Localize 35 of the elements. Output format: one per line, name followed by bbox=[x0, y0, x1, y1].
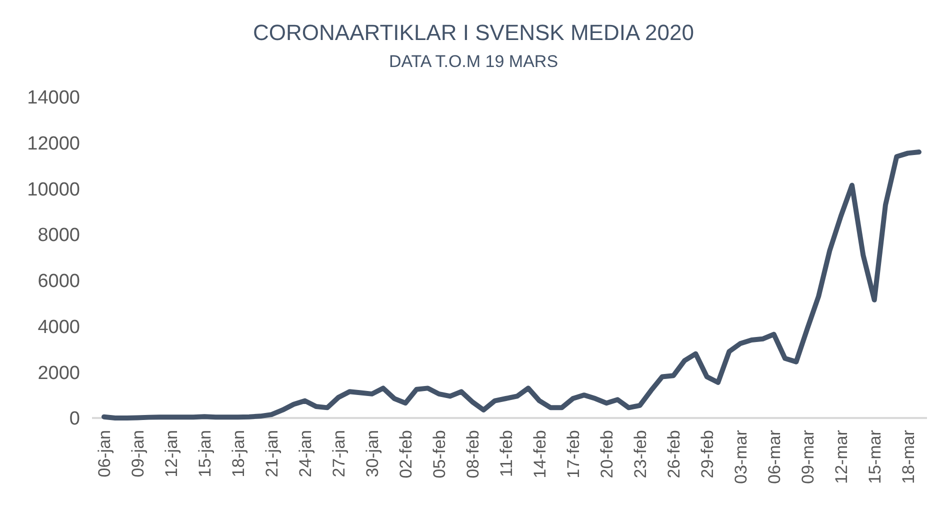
x-tick-label: 06-mar bbox=[764, 430, 784, 484]
y-tick-label: 4000 bbox=[38, 316, 80, 338]
y-tick-label: 0 bbox=[69, 408, 80, 430]
x-tick-label: 18-mar bbox=[898, 430, 918, 484]
x-tick-label: 24-jan bbox=[296, 430, 315, 478]
x-tick-label: 02-feb bbox=[396, 430, 416, 478]
x-tick-label: 06-jan bbox=[95, 430, 114, 478]
x-tick-label: 15-mar bbox=[865, 430, 884, 484]
x-tick-label: 20-feb bbox=[597, 430, 616, 478]
x-tick-label: 15-jan bbox=[195, 430, 214, 478]
y-tick-label: 8000 bbox=[38, 225, 80, 246]
x-tick-label: 23-feb bbox=[630, 430, 650, 478]
y-tick-label: 6000 bbox=[38, 271, 80, 292]
chart-title: CORONAARTIKLAR I SVENSK MEDIA 2020 bbox=[253, 20, 694, 45]
y-tick-label: 2000 bbox=[38, 362, 80, 384]
x-tick-label: 12-mar bbox=[832, 430, 851, 484]
x-tick-label: 12-jan bbox=[162, 430, 181, 478]
x-tick-label: 05-feb bbox=[430, 430, 449, 478]
y-tick-label: 10000 bbox=[27, 179, 80, 200]
x-tick-label: 03-mar bbox=[731, 430, 750, 484]
x-tick-label: 18-jan bbox=[228, 430, 248, 478]
x-tick-label: 14-feb bbox=[530, 430, 550, 478]
x-tick-label: 09-jan bbox=[128, 430, 148, 478]
x-tick-label: 27-jan bbox=[329, 430, 348, 478]
y-tick-label: 12000 bbox=[27, 134, 80, 155]
x-tick-label: 17-feb bbox=[564, 430, 583, 478]
x-tick-label: 26-feb bbox=[664, 430, 684, 478]
chart-subtitle: DATA T.O.M 19 MARS bbox=[388, 52, 558, 71]
x-tick-label: 21-jan bbox=[262, 430, 282, 478]
x-tick-label: 11-feb bbox=[496, 430, 516, 477]
x-tick-label: 09-mar bbox=[798, 430, 818, 484]
y-tick-label: 14000 bbox=[27, 88, 80, 109]
x-tick-label: 29-feb bbox=[698, 430, 717, 478]
x-tick-label: 30-jan bbox=[362, 430, 382, 478]
x-tick-label: 08-feb bbox=[463, 430, 482, 478]
